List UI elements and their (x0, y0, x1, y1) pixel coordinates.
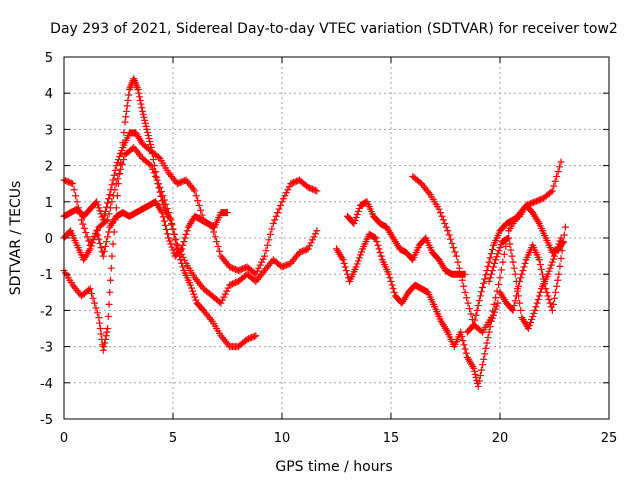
y-tick-label: -3 (40, 341, 53, 356)
series-track-g (409, 158, 565, 336)
plot-frame (63, 56, 610, 420)
series-markers (343, 198, 469, 278)
series-track-c (60, 198, 232, 264)
series-markers (463, 201, 567, 336)
y-tick-label: 4 (45, 87, 53, 102)
x-tick-label: 5 (169, 431, 177, 446)
series-markers (496, 223, 569, 314)
y-tick-label: 1 (45, 196, 53, 211)
y-tick-label: 3 (45, 123, 53, 138)
chart-title: Day 293 of 2021, Sidereal Day-to-day VTE… (50, 21, 618, 37)
x-tick-label: 20 (492, 431, 509, 446)
series-markers (409, 158, 565, 336)
series-track-f (332, 230, 502, 391)
y-tick-label: -5 (40, 413, 53, 428)
y-tick-label: 0 (45, 232, 53, 247)
y-tick-label: 2 (45, 160, 53, 175)
x-tick-label: 0 (60, 431, 68, 446)
series-track-b (60, 129, 321, 278)
x-tick-label: 10 (274, 431, 291, 446)
y-tick-label: -1 (40, 268, 53, 283)
series-track-e (343, 198, 469, 278)
y-tick-label: -4 (40, 377, 53, 392)
series-markers (60, 75, 260, 354)
x-tick-label: 15 (383, 431, 400, 446)
data-series (60, 75, 569, 391)
series-markers (60, 129, 321, 278)
series-markers (60, 198, 232, 264)
x-axis-label: GPS time / hours (275, 459, 392, 475)
x-tick-label: 25 (601, 431, 618, 446)
y-tick-label: -2 (40, 304, 53, 319)
y-tick-label: 5 (45, 51, 53, 66)
series-track-h (463, 201, 567, 336)
y-axis-label: SDTVAR / TECUs (8, 181, 24, 296)
series-track-j (496, 223, 569, 314)
series-track-a (60, 75, 260, 354)
series-markers (332, 230, 502, 391)
